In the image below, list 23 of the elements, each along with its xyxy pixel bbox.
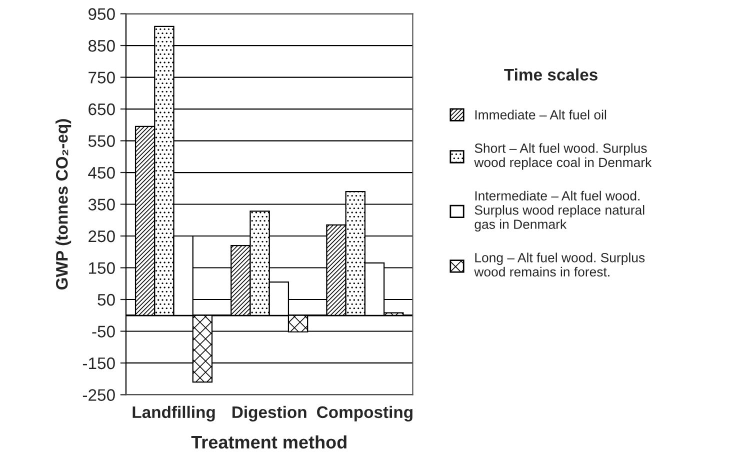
- y-tick-label: 850: [88, 40, 115, 52]
- y-tick-label: 550: [88, 135, 115, 147]
- y-tick-label: -150: [82, 357, 115, 370]
- y-tick-label: -50: [92, 326, 115, 338]
- legend-label: Intermediate – Alt fuel wood. Surplus wood replace natural gas in Denmark: [474, 190, 644, 232]
- y-axis-title: GWP (tonnes CO₂-eq): [56, 119, 72, 290]
- y-tick-label: 650: [88, 103, 115, 116]
- y-tick-label: 350: [88, 198, 115, 210]
- y-tick-label: 50: [98, 294, 115, 306]
- x-tick-label: Landfilling: [132, 406, 215, 422]
- y-tick-label: 150: [89, 262, 115, 274]
- y-tick-label: 950: [88, 8, 115, 20]
- legend-label: Short – Alt fuel wood. Surplus wood replace coal in Denmark: [474, 143, 652, 170]
- legend-label: Immediate – Alt fuel oil: [475, 110, 606, 120]
- y-tick-label: 450: [88, 166, 115, 179]
- legend-label: Long – Alt fuel wood. Surplus wood remains in forest.: [474, 252, 645, 277]
- x-axis-title: Treatment method: [191, 435, 346, 449]
- y-tick-label: -250: [82, 389, 115, 401]
- y-tick-label: 750: [88, 72, 115, 84]
- x-tick-label: Composting: [317, 406, 412, 422]
- y-tick-label: 250: [88, 230, 115, 242]
- legend-title: Time scales: [504, 68, 598, 81]
- x-tick-label: Digestion: [232, 406, 306, 422]
